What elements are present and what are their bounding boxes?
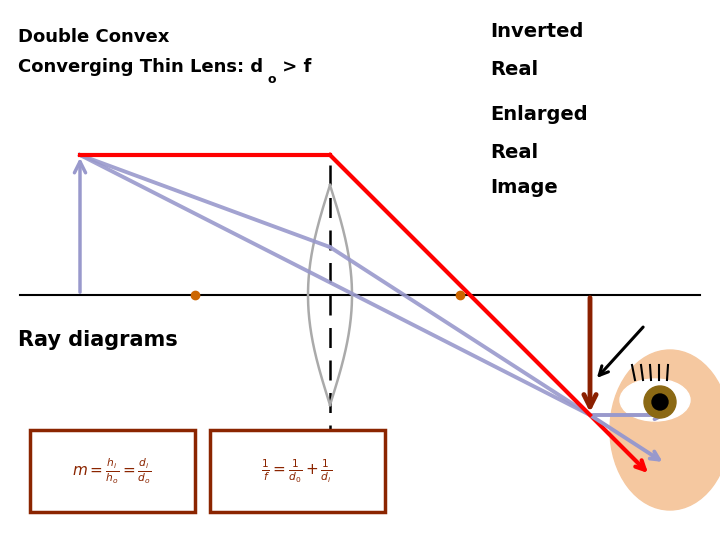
Text: Ray diagrams: Ray diagrams — [18, 330, 178, 350]
Ellipse shape — [620, 379, 690, 421]
Text: o: o — [268, 73, 276, 86]
Bar — [30, 430, 195, 512]
Text: Converging Thin Lens: d: Converging Thin Lens: d — [18, 58, 263, 76]
Text: Enlarged: Enlarged — [490, 105, 588, 124]
Text: Real: Real — [490, 143, 538, 162]
Text: $m = \frac{h_i}{h_o} = \frac{d_i}{d_o}$: $m = \frac{h_i}{h_o} = \frac{d_i}{d_o}$ — [72, 456, 152, 485]
Text: > f: > f — [276, 58, 311, 76]
Text: $\frac{1}{f} = \frac{1}{d_0} + \frac{1}{d_i}$: $\frac{1}{f} = \frac{1}{d_0} + \frac{1}{… — [261, 457, 333, 485]
Text: Double Convex: Double Convex — [18, 28, 169, 46]
Ellipse shape — [610, 350, 720, 510]
Text: Image: Image — [490, 178, 558, 197]
Bar — [210, 430, 385, 512]
Text: Real: Real — [490, 60, 538, 79]
Text: Inverted: Inverted — [490, 22, 583, 41]
Circle shape — [644, 386, 676, 418]
Circle shape — [652, 394, 668, 410]
